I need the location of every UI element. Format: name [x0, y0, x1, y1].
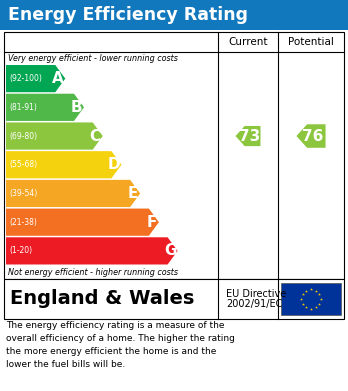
Text: 76: 76	[302, 129, 324, 143]
Text: (39-54): (39-54)	[9, 189, 37, 198]
Text: Current: Current	[228, 37, 268, 47]
Text: EU Directive: EU Directive	[226, 289, 286, 299]
Polygon shape	[6, 94, 84, 121]
Text: England & Wales: England & Wales	[10, 289, 195, 308]
Polygon shape	[6, 151, 121, 178]
Polygon shape	[236, 126, 261, 146]
Bar	[4, 279, 344, 319]
Text: 2002/91/EC: 2002/91/EC	[226, 299, 282, 309]
Bar	[281, 283, 341, 315]
Bar	[0, 0, 348, 30]
Text: Potential: Potential	[288, 37, 334, 47]
Polygon shape	[6, 122, 103, 150]
Text: C: C	[90, 129, 101, 143]
Text: Very energy efficient - lower running costs: Very energy efficient - lower running co…	[8, 54, 178, 63]
Text: F: F	[146, 215, 157, 230]
Text: (69-80): (69-80)	[9, 131, 37, 140]
Text: (81-91): (81-91)	[9, 103, 37, 112]
Text: (55-68): (55-68)	[9, 160, 37, 169]
Text: E: E	[127, 186, 138, 201]
Text: D: D	[108, 157, 120, 172]
Polygon shape	[6, 180, 140, 207]
Polygon shape	[6, 237, 177, 264]
Text: Not energy efficient - higher running costs: Not energy efficient - higher running co…	[8, 268, 178, 277]
Polygon shape	[6, 65, 65, 92]
Polygon shape	[296, 124, 326, 148]
Polygon shape	[6, 208, 159, 236]
Bar	[4, 32, 344, 279]
Text: (92-100): (92-100)	[9, 74, 42, 83]
Text: (1-20): (1-20)	[9, 246, 32, 255]
Text: (21-38): (21-38)	[9, 218, 37, 227]
Text: A: A	[52, 71, 64, 86]
Text: 73: 73	[239, 129, 260, 143]
Text: Energy Efficiency Rating: Energy Efficiency Rating	[8, 6, 248, 24]
Text: B: B	[71, 100, 82, 115]
Text: The energy efficiency rating is a measure of the
overall efficiency of a home. T: The energy efficiency rating is a measur…	[6, 321, 235, 369]
Text: G: G	[164, 243, 176, 258]
